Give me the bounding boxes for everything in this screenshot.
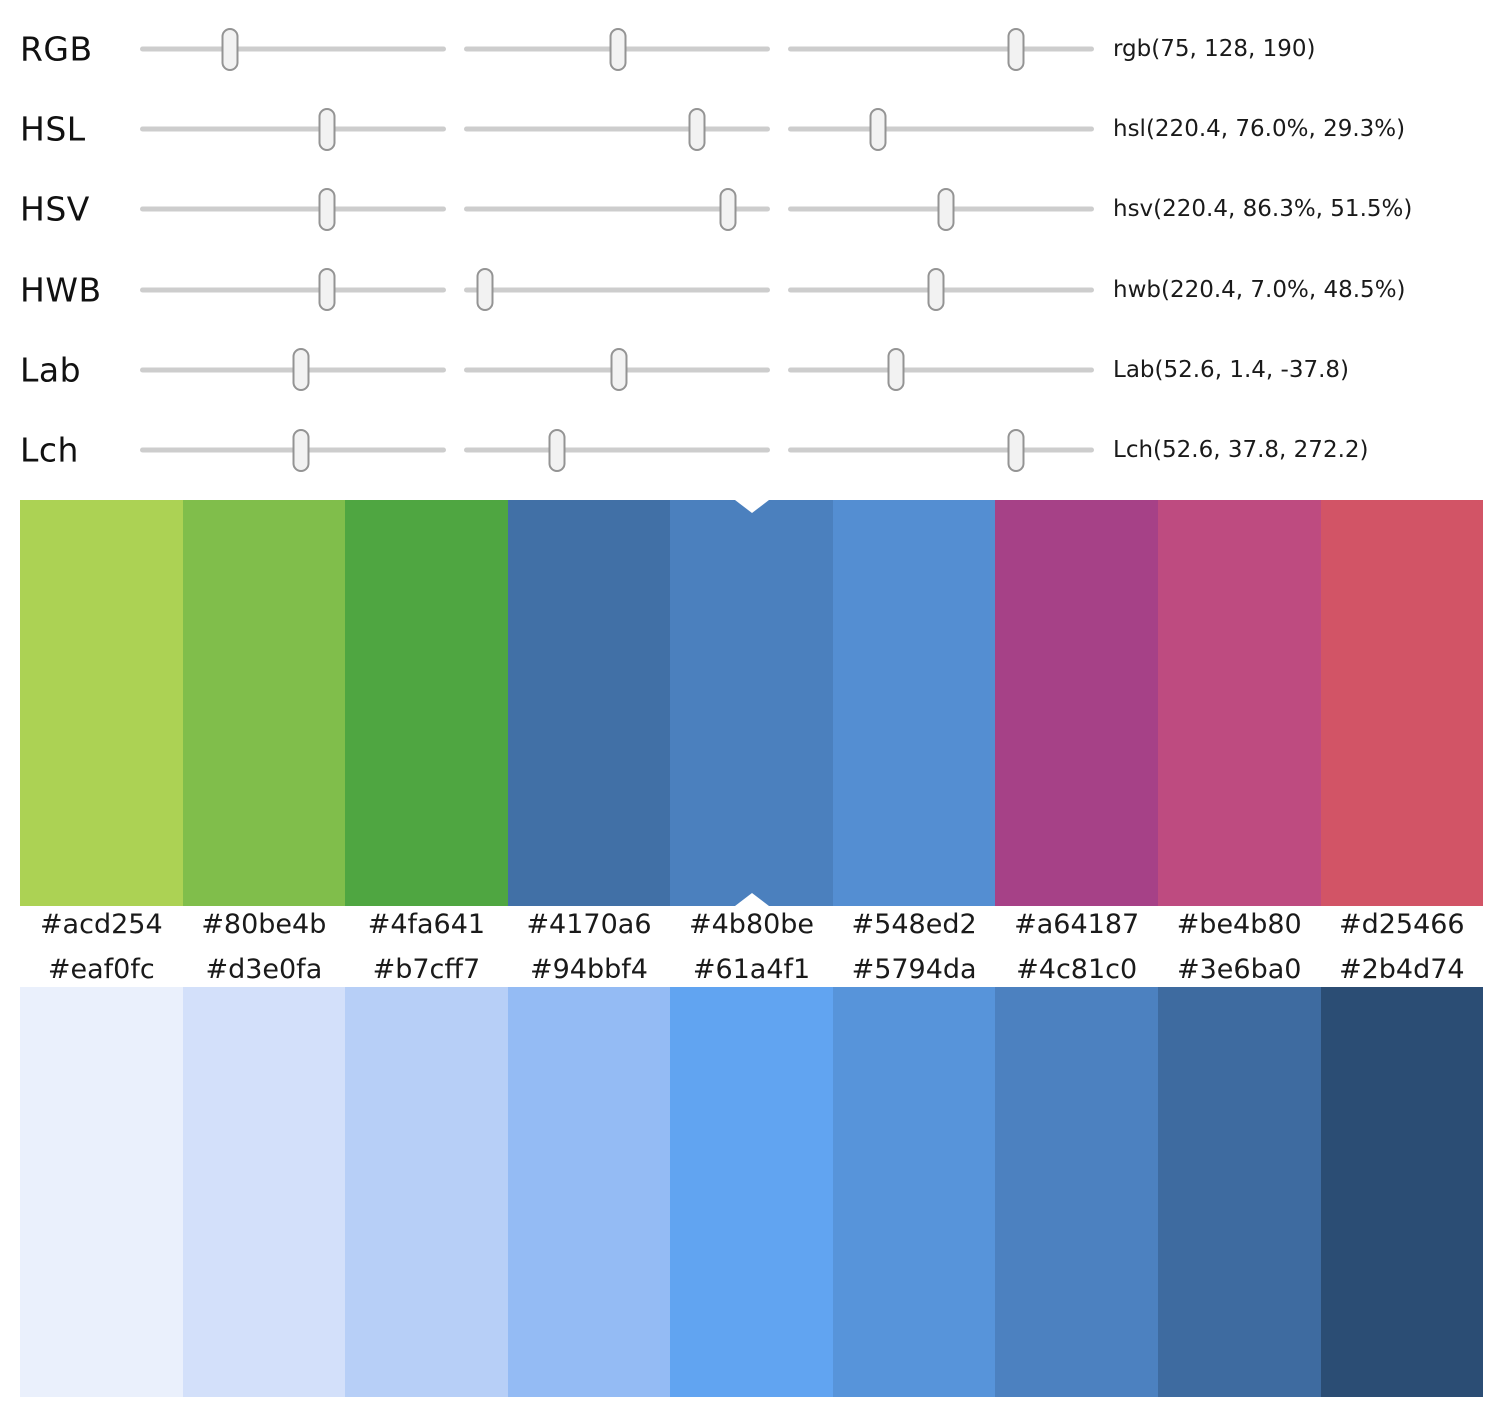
slider-row-hsl: HSL hsl(220.4, 76.0%, 29.3%) xyxy=(0,89,1501,169)
hue-swatch-hex-label: #4b80be xyxy=(689,909,815,940)
lch-row-label: Lch xyxy=(20,430,79,470)
hsl-channel-1-slider-thumb[interactable] xyxy=(318,107,336,151)
lightness-swatch-1[interactable] xyxy=(20,987,183,1397)
hue-swatch-7[interactable] xyxy=(995,500,1158,906)
rgb-channel-3-slider-thumb[interactable] xyxy=(1007,27,1025,71)
hwb-row-label: HWB xyxy=(20,270,102,310)
lch-channel-2-slider-track[interactable] xyxy=(464,428,770,472)
slider-row-rgb: RGB rgb(75, 128, 190) xyxy=(0,9,1501,89)
lightness-swatch-5[interactable] xyxy=(670,987,833,1397)
hue-swatch-3[interactable] xyxy=(345,500,508,906)
hue-swatch-hex-label: #a64187 xyxy=(1014,909,1140,940)
slider-row-hsv: HSV hsv(220.4, 86.3%, 51.5%) xyxy=(0,169,1501,249)
hsv-channel-2-slider-track[interactable] xyxy=(464,187,770,231)
hwb-value-label: hwb(220.4, 7.0%, 48.5%) xyxy=(1113,276,1406,303)
hsv-channel-1-slider-thumb[interactable] xyxy=(318,187,336,231)
rgb-channel-3-slider-track[interactable] xyxy=(788,27,1094,71)
hue-swatch-9[interactable] xyxy=(1320,500,1484,906)
hue-swatch-2[interactable] xyxy=(182,500,346,906)
lightness-swatch-hex-label: #4c81c0 xyxy=(1016,954,1138,985)
hue-swatch-hex-label: #acd254 xyxy=(39,909,163,940)
rgb-value-label: rgb(75, 128, 190) xyxy=(1113,36,1316,62)
lightness-hex-label-row: #eaf0fc #d3e0fa #b7cff7 #94bbf4 #61a4f1 #5794… xyxy=(20,953,1483,987)
lab-channel-3-slider-thumb[interactable] xyxy=(887,348,905,392)
lab-channel-1-slider-thumb[interactable] xyxy=(292,348,310,392)
hue-swatch-5[interactable] xyxy=(670,500,833,906)
lightness-swatch-hex-label: #5794da xyxy=(851,954,977,985)
lightness-swatch-hex-label: #b7cff7 xyxy=(372,954,481,985)
lightness-swatch-hex-label: #d3e0fa xyxy=(205,954,323,985)
hue-swatch-8[interactable] xyxy=(1157,500,1321,906)
lch-channel-3-slider-track[interactable] xyxy=(788,428,1094,472)
hue-swatch-hex-label: #4fa641 xyxy=(367,909,486,940)
lab-channel-1-slider-track[interactable] xyxy=(140,348,446,392)
lch-channel-2-slider-thumb[interactable] xyxy=(548,428,566,472)
hsl-channel-3-slider-track[interactable] xyxy=(788,107,1094,151)
hsl-row-label: HSL xyxy=(20,109,86,149)
lab-channel-2-slider-thumb[interactable] xyxy=(610,348,628,392)
lightness-swatch-3[interactable] xyxy=(345,987,508,1397)
lch-channel-1-slider-thumb[interactable] xyxy=(292,428,310,472)
slider-row-hwb: HWB hwb(220.4, 7.0%, 48.5%) xyxy=(0,250,1501,330)
lab-channel-3-slider-track[interactable] xyxy=(788,348,1094,392)
hsv-channel-2-slider-thumb[interactable] xyxy=(719,187,737,231)
lightness-swatch-hex-label: #61a4f1 xyxy=(692,954,811,985)
lab-row-label: Lab xyxy=(20,350,82,390)
lightness-swatch-6[interactable] xyxy=(832,987,996,1397)
lightness-swatch-7[interactable] xyxy=(995,987,1158,1397)
lightness-swatch-hex-label: #eaf0fc xyxy=(47,954,155,985)
hue-swatch-4[interactable] xyxy=(507,500,671,906)
rgb-channel-1-slider-track[interactable] xyxy=(140,27,446,71)
hsl-channel-3-slider-thumb[interactable] xyxy=(869,107,887,151)
hwb-channel-2-slider-track[interactable] xyxy=(464,268,770,312)
hue-swatch-hex-label: #d25466 xyxy=(1338,909,1465,940)
hwb-channel-3-slider-thumb[interactable] xyxy=(927,268,945,312)
hwb-channel-1-slider-track[interactable] xyxy=(140,268,446,312)
lab-channel-2-slider-track[interactable] xyxy=(464,348,770,392)
hwb-channel-3-slider-track[interactable] xyxy=(788,268,1094,312)
hsl-channel-2-slider-thumb[interactable] xyxy=(688,107,706,151)
hsl-value-label: hsl(220.4, 76.0%, 29.3%) xyxy=(1113,116,1406,143)
hsv-channel-3-slider-track[interactable] xyxy=(788,187,1094,231)
hsv-row-label: HSV xyxy=(20,189,90,229)
lch-value-label: Lch(52.6, 37.8, 272.2) xyxy=(1113,437,1369,463)
hue-swatch-6[interactable] xyxy=(832,500,996,906)
lightness-swatch-hex-label: #94bbf4 xyxy=(529,954,648,985)
lch-channel-1-slider-track[interactable] xyxy=(140,428,446,472)
slider-row-lab: Lab Lab(52.6, 1.4, -37.8) xyxy=(0,330,1501,410)
hue-swatch-1[interactable] xyxy=(20,500,183,906)
hwb-channel-1-slider-thumb[interactable] xyxy=(318,268,336,312)
hue-palette-strip xyxy=(20,500,1484,906)
rgb-channel-1-slider-thumb[interactable] xyxy=(221,27,239,71)
hue-swatch-hex-label: #be4b80 xyxy=(1176,909,1302,940)
slider-row-lch: Lch Lch(52.6, 37.8, 272.2) xyxy=(0,410,1501,490)
rgb-channel-2-slider-track[interactable] xyxy=(464,27,770,71)
hue-swatch-hex-label: #4170a6 xyxy=(526,909,652,940)
lightness-swatch-hex-label: #2b4d74 xyxy=(1338,954,1465,985)
hsl-channel-1-slider-track[interactable] xyxy=(140,107,446,151)
lightness-swatch-hex-label: #3e6ba0 xyxy=(1176,954,1302,985)
hsl-channel-2-slider-track[interactable] xyxy=(464,107,770,151)
hue-swatch-hex-label: #548ed2 xyxy=(851,909,977,940)
lightness-swatch-2[interactable] xyxy=(182,987,346,1397)
lightness-swatch-8[interactable] xyxy=(1157,987,1321,1397)
lightness-swatch-4[interactable] xyxy=(507,987,671,1397)
hsv-channel-3-slider-thumb[interactable] xyxy=(937,187,955,231)
hwb-channel-2-slider-thumb[interactable] xyxy=(476,268,494,312)
lch-channel-3-slider-thumb[interactable] xyxy=(1007,428,1025,472)
hue-swatch-hex-label: #80be4b xyxy=(201,909,327,940)
lightness-swatch-9[interactable] xyxy=(1320,987,1484,1397)
hsv-value-label: hsv(220.4, 86.3%, 51.5%) xyxy=(1113,196,1413,223)
rgb-channel-2-slider-thumb[interactable] xyxy=(609,27,627,71)
hue-hex-label-row: #acd254 #80be4b #4fa641 #4170a6 #4b80be #548e… xyxy=(20,908,1483,942)
hsv-channel-1-slider-track[interactable] xyxy=(140,187,446,231)
rgb-row-label: RGB xyxy=(20,29,93,69)
lab-value-label: Lab(52.6, 1.4, -37.8) xyxy=(1113,356,1349,383)
lightness-palette-strip xyxy=(20,987,1484,1397)
